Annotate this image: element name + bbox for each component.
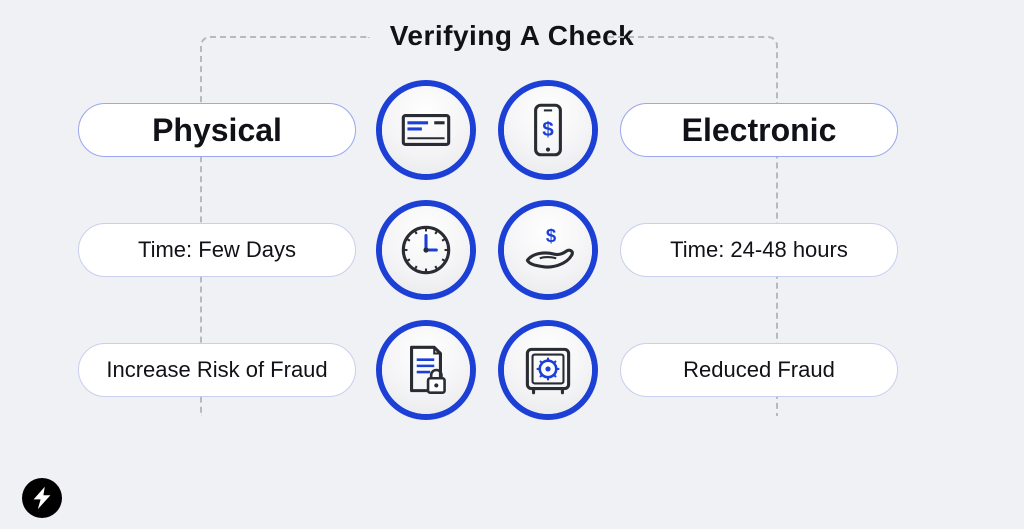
left-header-pill: Physical [78, 103, 356, 157]
hand-dollar-icon: $ [504, 206, 592, 294]
left-row-1-pill: Increase Risk of Fraud [78, 343, 356, 397]
brand-logo [22, 478, 62, 518]
left-row-1-pill-label: Increase Risk of Fraud [106, 357, 327, 383]
infographic-canvas: Verifying A Check Physical Electronic $ Time… [0, 0, 1024, 529]
left-header-pill-label: Physical [152, 112, 282, 149]
check-card-icon [382, 86, 470, 174]
right-row-0-pill: Time: 24-48 hours [620, 223, 898, 277]
left-row-1-circle [376, 320, 476, 420]
right-header-circle: $ [498, 80, 598, 180]
page-title: Verifying A Check [390, 20, 635, 52]
clock-icon [382, 206, 470, 294]
left-row-0-circle [376, 200, 476, 300]
svg-text:$: $ [546, 225, 557, 246]
left-header-circle [376, 80, 476, 180]
right-header-pill-label: Electronic [682, 112, 837, 149]
phone-dollar-icon: $ [504, 86, 592, 174]
left-row-0-pill-label: Time: Few Days [138, 237, 296, 263]
safe-icon [504, 326, 592, 414]
document-lock-icon [382, 326, 470, 414]
svg-text:$: $ [542, 118, 554, 141]
right-header-pill: Electronic [620, 103, 898, 157]
right-row-0-pill-label: Time: 24-48 hours [670, 237, 848, 263]
right-row-1-circle [498, 320, 598, 420]
right-row-0-circle: $ [498, 200, 598, 300]
right-row-1-pill: Reduced Fraud [620, 343, 898, 397]
right-row-1-pill-label: Reduced Fraud [683, 357, 835, 383]
left-row-0-pill: Time: Few Days [78, 223, 356, 277]
